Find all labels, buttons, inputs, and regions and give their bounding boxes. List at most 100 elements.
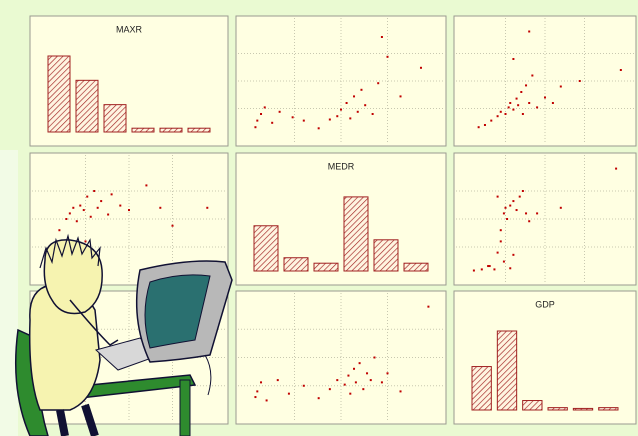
point [362, 388, 364, 390]
point [536, 212, 538, 214]
point [509, 267, 511, 269]
panel-title: MEDR [328, 161, 355, 171]
bar [284, 258, 308, 271]
point [497, 115, 499, 117]
point [560, 86, 562, 88]
point [266, 399, 268, 401]
point [373, 357, 375, 359]
point [381, 381, 383, 383]
point [489, 265, 491, 267]
point [360, 89, 362, 91]
point [107, 214, 109, 216]
point [353, 368, 355, 370]
point [387, 372, 389, 374]
point [90, 216, 92, 218]
point [93, 190, 95, 192]
page: {"chart_data": [ {"type": "bar", "title"… [0, 0, 638, 436]
bar [76, 80, 98, 132]
point [509, 102, 511, 104]
point [349, 117, 351, 119]
point [65, 218, 67, 220]
bar [314, 263, 338, 271]
point [493, 268, 495, 270]
point [512, 254, 514, 256]
bar [523, 401, 542, 410]
point [505, 207, 507, 209]
point [279, 111, 281, 113]
point [503, 261, 505, 263]
bar [548, 408, 567, 410]
point [370, 379, 372, 381]
desk-leg [180, 380, 190, 436]
point [336, 115, 338, 117]
point [512, 200, 514, 202]
point [69, 212, 71, 214]
point [303, 385, 305, 387]
point [400, 95, 402, 97]
point [364, 104, 366, 106]
point [500, 111, 502, 113]
bar [160, 128, 182, 132]
point [552, 102, 554, 104]
point [119, 205, 121, 207]
point [473, 270, 475, 272]
point [520, 91, 522, 93]
point [528, 220, 530, 222]
point [506, 218, 508, 220]
point [508, 106, 510, 108]
point [76, 220, 78, 222]
point [516, 209, 518, 211]
point [329, 119, 331, 121]
point [522, 113, 524, 115]
point [145, 184, 147, 186]
point [525, 212, 527, 214]
point [72, 207, 74, 209]
point [528, 31, 530, 33]
point [387, 56, 389, 58]
bar [573, 408, 592, 410]
point [336, 379, 338, 381]
point [536, 106, 538, 108]
point [318, 397, 320, 399]
bar [472, 367, 491, 410]
chart: MAXR MEDR GDP [0, 0, 638, 436]
point [560, 207, 562, 209]
point [86, 196, 88, 198]
point [490, 120, 492, 122]
point [517, 104, 519, 106]
point [377, 82, 379, 84]
point [503, 212, 505, 214]
bar [254, 226, 278, 271]
point [353, 95, 355, 97]
point [349, 393, 351, 395]
point [357, 111, 359, 113]
point [100, 200, 102, 202]
panel-title: GDP [535, 299, 555, 309]
point [256, 120, 258, 122]
point [355, 381, 357, 383]
point [318, 127, 320, 129]
bar [104, 105, 126, 132]
point [172, 225, 174, 227]
bar [132, 128, 154, 132]
point [111, 193, 113, 195]
point [271, 122, 273, 124]
point [288, 393, 290, 395]
point [347, 375, 349, 377]
point [525, 84, 527, 86]
point [372, 113, 374, 115]
point [128, 209, 130, 211]
point [615, 168, 617, 170]
bar [497, 331, 516, 410]
point [292, 116, 294, 118]
point [346, 102, 348, 104]
point [420, 67, 422, 69]
point [254, 396, 256, 398]
point [303, 120, 305, 122]
panel-title: MAXR [116, 24, 143, 34]
point [509, 205, 511, 207]
bar [404, 263, 428, 271]
bar [344, 197, 368, 271]
point [400, 390, 402, 392]
point [497, 196, 499, 198]
